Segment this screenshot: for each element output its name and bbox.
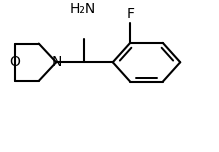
Text: H₂N: H₂N [69, 2, 95, 16]
Text: F: F [126, 7, 134, 21]
Text: O: O [9, 55, 20, 69]
Text: N: N [52, 55, 62, 69]
